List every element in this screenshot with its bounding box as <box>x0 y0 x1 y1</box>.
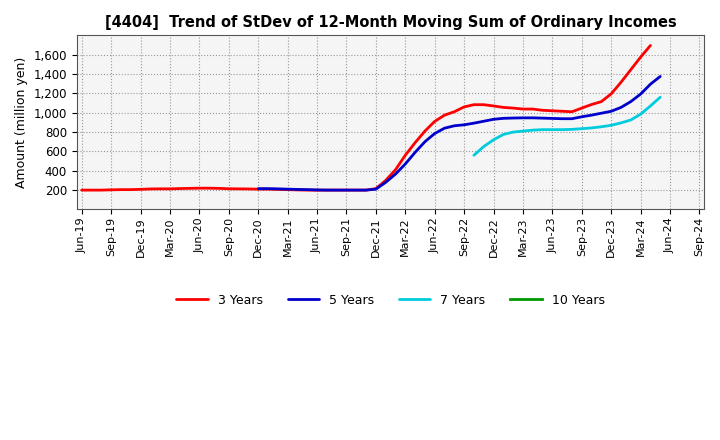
Line: 3 Years: 3 Years <box>81 45 650 190</box>
3 Years <box>420 128 429 134</box>
Line: 7 Years: 7 Years <box>474 97 660 155</box>
3 Years <box>333 187 341 193</box>
5 Years <box>382 180 390 185</box>
Title: [4404]  Trend of StDev of 12-Month Moving Sum of Ordinary Incomes: [4404] Trend of StDev of 12-Month Moving… <box>104 15 677 30</box>
5 Years <box>420 139 429 144</box>
Line: 5 Years: 5 Years <box>258 77 660 190</box>
5 Years <box>469 121 478 126</box>
7 Years <box>469 153 478 158</box>
5 Years <box>333 187 341 193</box>
5 Years <box>480 119 488 124</box>
Y-axis label: Amount (million yen): Amount (million yen) <box>15 57 28 188</box>
3 Years <box>77 187 86 193</box>
3 Years <box>469 102 478 107</box>
Legend: 3 Years, 5 Years, 7 Years, 10 Years: 3 Years, 5 Years, 7 Years, 10 Years <box>171 289 610 312</box>
3 Years <box>156 186 164 191</box>
7 Years <box>480 144 488 149</box>
3 Years <box>382 178 390 183</box>
3 Years <box>480 102 488 107</box>
